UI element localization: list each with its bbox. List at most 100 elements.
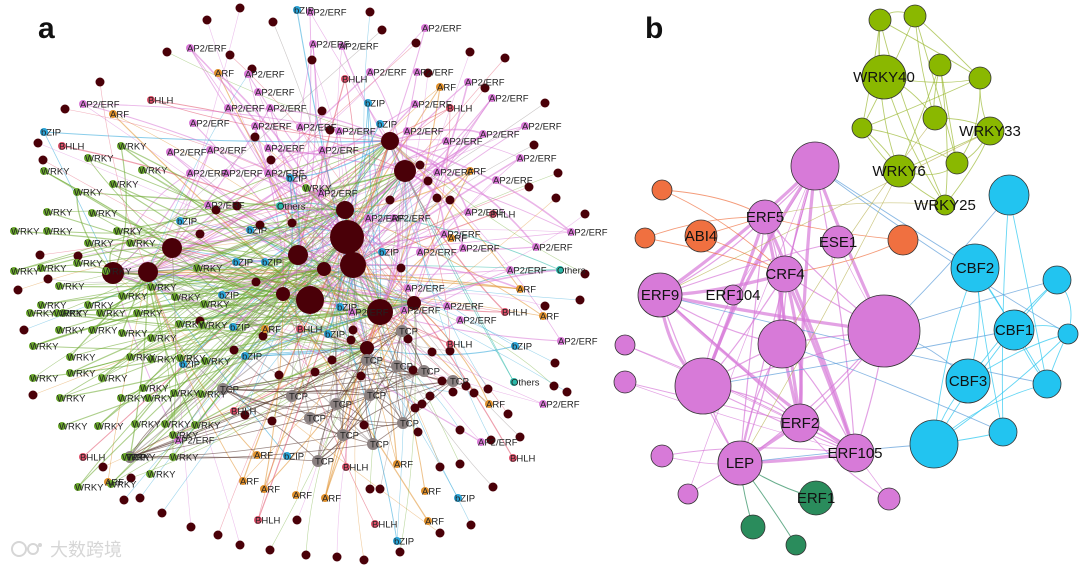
panel-a-edge bbox=[257, 140, 391, 521]
gene-node bbox=[415, 160, 425, 170]
panel-b-edge bbox=[939, 64, 948, 206]
tf-node bbox=[418, 365, 430, 377]
panel-b-edge bbox=[701, 165, 817, 387]
gene-node bbox=[1042, 265, 1072, 295]
tf-label: WRKY bbox=[199, 321, 228, 332]
tf-label: WRKY bbox=[99, 374, 128, 385]
tf-node bbox=[367, 438, 379, 450]
tf-node bbox=[146, 470, 154, 478]
tf-node bbox=[261, 325, 269, 333]
tf-label: BHLH bbox=[297, 325, 322, 336]
tf-label: Others bbox=[511, 378, 540, 389]
tf-label: bZIP bbox=[377, 120, 397, 131]
tf-label: bZIP bbox=[242, 352, 262, 363]
panel-a-edge bbox=[297, 254, 409, 340]
panel-a-edge bbox=[112, 172, 191, 274]
tf-node bbox=[206, 146, 214, 154]
gene-node bbox=[847, 294, 921, 368]
tf-label: WRKY bbox=[119, 329, 148, 340]
tf-node bbox=[443, 302, 451, 310]
tf-node bbox=[66, 353, 74, 361]
panel-a-edge bbox=[13, 270, 311, 301]
tf-label: BHLH bbox=[342, 75, 367, 86]
gene-node bbox=[790, 141, 840, 191]
gene-node bbox=[268, 17, 278, 27]
gene-node bbox=[445, 195, 455, 205]
panel-a-edge bbox=[42, 159, 311, 301]
panel-a-edge bbox=[82, 103, 391, 142]
gene-node bbox=[162, 47, 172, 57]
gene-node bbox=[332, 552, 342, 562]
gene-node bbox=[348, 325, 358, 335]
gene-node bbox=[909, 419, 959, 469]
gene-node bbox=[413, 427, 423, 437]
labeled-gene-node bbox=[637, 272, 683, 318]
panel-b-edge bbox=[974, 267, 1004, 433]
gene-node bbox=[922, 105, 948, 131]
gene-node bbox=[359, 555, 369, 565]
tf-node bbox=[338, 42, 346, 50]
tf-node bbox=[492, 176, 500, 184]
tf-label: WRKY bbox=[148, 355, 177, 366]
panel-a-edge bbox=[172, 347, 368, 458]
panel-a-edge bbox=[77, 236, 348, 257]
panel-a-edge bbox=[172, 170, 406, 458]
tf-node bbox=[217, 383, 229, 395]
panel-a-edge bbox=[76, 191, 346, 211]
tf-label: ARF bbox=[540, 312, 559, 323]
tf-node bbox=[276, 202, 284, 210]
tf-label: AP2/ERF bbox=[533, 243, 573, 254]
gene-node bbox=[43, 274, 53, 284]
tf-node bbox=[378, 248, 386, 256]
panel-a-edge bbox=[404, 170, 464, 249]
tf-node bbox=[364, 99, 372, 107]
panel-a-edge bbox=[395, 330, 404, 424]
hub-node bbox=[340, 252, 366, 278]
tf-node bbox=[397, 417, 409, 429]
gene-node bbox=[466, 520, 476, 530]
tf-label: bZIP bbox=[247, 226, 267, 237]
tf-label: WRKY bbox=[89, 209, 118, 220]
tf-label: TCP bbox=[394, 362, 413, 373]
panel-a-edge bbox=[171, 247, 371, 396]
panel-a-edge bbox=[173, 293, 284, 394]
tf-label: BHLH bbox=[447, 104, 472, 115]
tf-label: ARF bbox=[254, 451, 273, 462]
tf-node bbox=[302, 184, 310, 192]
gene-node bbox=[483, 384, 493, 394]
panel-a-edge bbox=[171, 247, 475, 394]
tf-label: TCP bbox=[127, 453, 146, 464]
tf-label: AP2/ERF bbox=[349, 308, 389, 319]
tf-label: WRKY bbox=[11, 227, 40, 238]
panel-a-edge bbox=[129, 403, 337, 458]
tf-label: AP2/ERF bbox=[265, 144, 305, 155]
panel-a-edge bbox=[147, 271, 241, 546]
panel-a-edge bbox=[40, 292, 311, 306]
tf-label: WRKY bbox=[85, 239, 114, 250]
panel-a-edge bbox=[147, 267, 402, 274]
panel-a-edge bbox=[112, 272, 482, 443]
tf-node bbox=[218, 291, 226, 299]
gene-node bbox=[267, 416, 277, 426]
panel-a-edge bbox=[171, 247, 316, 373]
panel-a-edge bbox=[147, 271, 451, 352]
tf-label: WRKY bbox=[89, 326, 118, 337]
tf-node bbox=[361, 354, 373, 366]
panel-b-edge bbox=[659, 164, 817, 297]
labeled-gene-node bbox=[684, 219, 718, 253]
gene-node bbox=[486, 435, 496, 445]
hub-node bbox=[367, 299, 393, 325]
panel-a-edge bbox=[282, 110, 323, 295]
tf-node bbox=[144, 394, 152, 402]
panel-b-edge bbox=[739, 170, 900, 464]
tf-label: ARF bbox=[262, 325, 281, 336]
panel-b-edge bbox=[814, 165, 1069, 335]
gene-node bbox=[968, 66, 992, 90]
tf-label: AP2/ERF bbox=[522, 122, 562, 133]
panel-a-edge bbox=[264, 209, 346, 263]
tf-label: WRKY bbox=[171, 389, 200, 400]
tf-node bbox=[131, 420, 139, 428]
gene-node bbox=[403, 334, 413, 344]
